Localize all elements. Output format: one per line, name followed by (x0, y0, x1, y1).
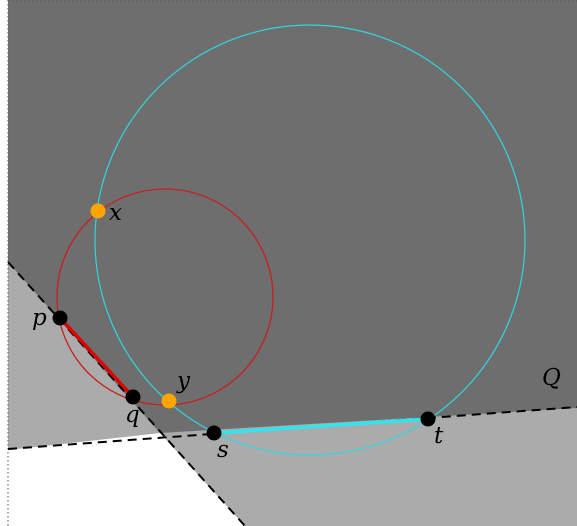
label-x: x (109, 200, 122, 226)
label-y: y (176, 368, 191, 394)
label-s: s (217, 437, 229, 463)
label-t: t (434, 423, 444, 449)
region-Q (8, 0, 577, 433)
cyan-circle (94, 24, 526, 456)
label-p: p (32, 305, 47, 331)
segment-st (213, 417, 429, 435)
point-x (90, 203, 106, 219)
label-region-Q: Q (542, 365, 561, 391)
point-t (420, 411, 436, 427)
point-p (52, 310, 68, 326)
point-y (161, 393, 177, 409)
point-q (125, 389, 141, 405)
segment-pq (58, 316, 135, 399)
point-s (206, 425, 222, 441)
label-q: q (125, 402, 140, 428)
